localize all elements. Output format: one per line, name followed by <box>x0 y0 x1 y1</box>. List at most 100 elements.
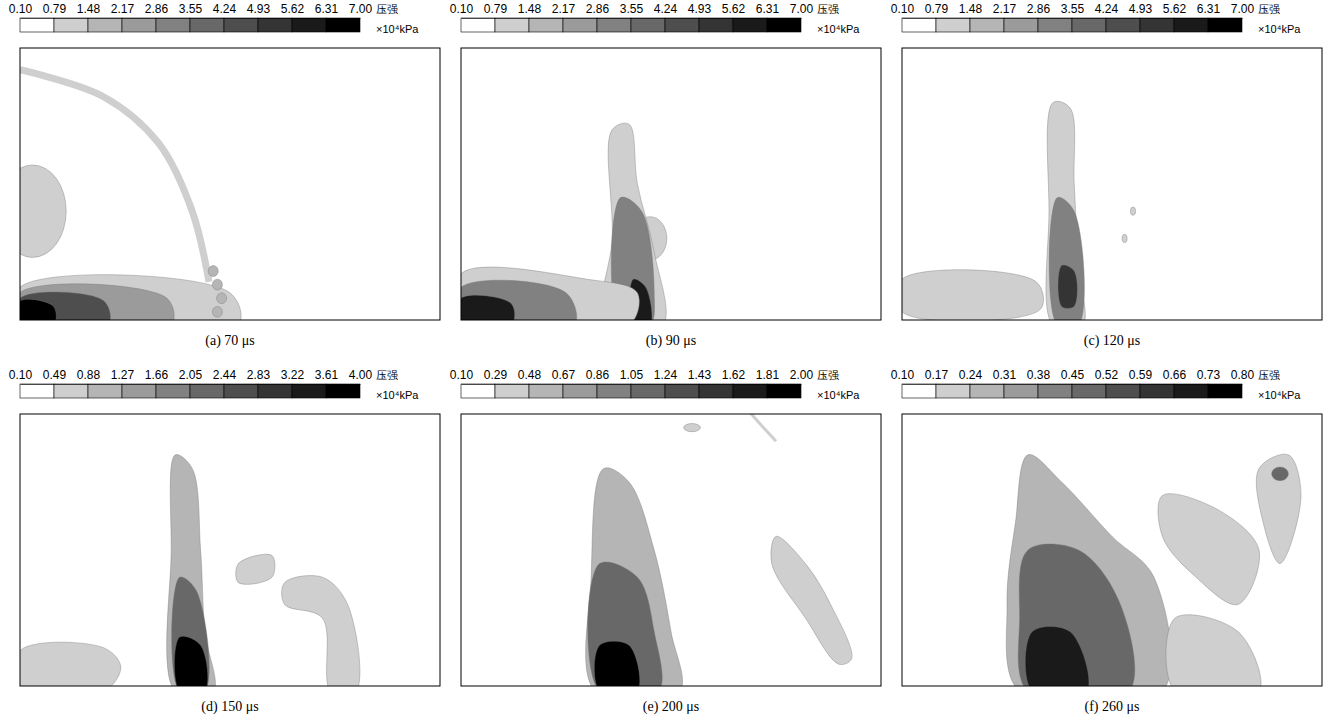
colorbar-tick-label: 1.81 <box>756 368 780 382</box>
contour-field <box>461 48 881 320</box>
colorbar <box>902 384 1242 398</box>
colorbar-cell <box>224 18 258 32</box>
colorbar-cell <box>665 18 699 32</box>
colorbar-tick: 4.24 <box>654 2 678 18</box>
colorbar-cell <box>1174 18 1208 32</box>
colorbar-tick-label: 0.79 <box>43 2 67 16</box>
panel-caption: (a) 70 μs <box>205 333 255 349</box>
colorbar-unit: ×10⁴kPa <box>817 389 860 401</box>
colorbar-tick-label: 0.31 <box>993 368 1017 382</box>
colorbar-tick: 7.00 <box>1231 2 1255 18</box>
colorbar-tick-label: 5.62 <box>1163 2 1187 16</box>
colorbar <box>20 18 360 32</box>
colorbar-cell <box>529 18 563 32</box>
colorbar-tick-label: 0.49 <box>43 368 67 382</box>
colorbar-tick: 4.24 <box>1095 2 1119 18</box>
colorbar-tick-label: 3.22 <box>281 368 305 382</box>
contour-field <box>461 414 881 686</box>
colorbar-title: 压强 <box>376 369 398 382</box>
colorbar-tick: 1.24 <box>654 368 678 384</box>
pressure-front <box>747 414 776 441</box>
colorbar-cell <box>733 384 767 398</box>
colorbar <box>461 18 801 32</box>
contour-field <box>20 414 440 686</box>
colorbar-tick: 0.49 <box>43 368 67 384</box>
colorbar-tick-label: 0.10 <box>450 368 474 382</box>
colorbar-tick-label: 0.59 <box>1129 368 1153 382</box>
colorbar-tick-label: 1.24 <box>654 368 678 382</box>
colorbar-tick-label: 4.93 <box>688 2 712 16</box>
colorbar-tick-label: 0.52 <box>1095 368 1119 382</box>
colorbar-tick-label: 0.66 <box>1163 368 1187 382</box>
colorbar-axis: 0.100.791.482.172.863.554.244.935.626.31… <box>891 2 1255 19</box>
colorbar-axis: 0.100.791.482.172.863.554.244.935.626.31… <box>450 2 814 19</box>
colorbar-tick: 2.44 <box>213 368 237 384</box>
colorbar-tick-label: 2.17 <box>111 2 135 16</box>
colorbar-tick: 0.10 <box>891 2 915 18</box>
figure: 0.10 0.79 1.48 2.17 2.86 3.55 4.24 4.93 5.62 6.31… <box>0 0 1328 720</box>
colorbar-tick-label: 1.62 <box>722 368 746 382</box>
colorbar-tick-label: 5.62 <box>281 2 305 16</box>
contour-region <box>461 267 639 320</box>
colorbar-tick: 0.38 <box>1027 368 1051 384</box>
contour-field <box>902 48 1322 320</box>
colorbar-tick: 0.79 <box>925 2 949 18</box>
colorbar-cell <box>936 18 970 32</box>
colorbar-tick-label: 7.00 <box>1231 2 1255 16</box>
colorbar-tick-label: 2.86 <box>586 2 610 16</box>
colorbar-cell <box>1140 18 1174 32</box>
colorbar-tick-label: 4.93 <box>1129 2 1153 16</box>
colorbar-tick: 4.93 <box>688 2 712 18</box>
colorbar-tick-label: 2.44 <box>213 368 237 382</box>
contour-region <box>212 306 222 317</box>
colorbar-tick-label: 4.24 <box>654 2 678 16</box>
colorbar-title: 压强 <box>1258 3 1280 16</box>
contour-region <box>1256 454 1301 563</box>
colorbar-tick: 2.17 <box>993 2 1017 18</box>
colorbar-tick-label: 0.10 <box>450 2 474 16</box>
colorbar-cell <box>563 384 597 398</box>
colorbar-tick: 1.48 <box>959 2 983 18</box>
panel: 0.100.490.881.271.662.052.442.833.223.61… <box>9 368 440 715</box>
colorbar-tick: 1.48 <box>518 2 542 18</box>
colorbar-tick: 6.31 <box>315 2 339 18</box>
colorbar-cell <box>1106 18 1140 32</box>
colorbar-tick: 0.79 <box>43 2 67 18</box>
colorbar-tick-label: 1.66 <box>145 368 169 382</box>
contour-region <box>20 284 174 320</box>
colorbar-tick: 0.10 <box>891 368 915 384</box>
colorbar-title: 压强 <box>1258 369 1280 382</box>
colorbar-tick: 4.00 <box>349 368 373 384</box>
colorbar-tick-label: 1.48 <box>77 2 101 16</box>
colorbar-tick: 5.62 <box>1163 2 1187 18</box>
colorbar-tick-label: 3.55 <box>1061 2 1085 16</box>
colorbar-tick: 0.31 <box>993 368 1017 384</box>
colorbar-unit: ×10⁴kPa <box>1258 389 1301 401</box>
colorbar-cell <box>733 18 767 32</box>
colorbar-tick-label: 2.17 <box>993 2 1017 16</box>
colorbar-cell <box>767 384 801 398</box>
contour-region <box>20 292 111 320</box>
colorbar-tick-label: 0.79 <box>484 2 508 16</box>
contour-region <box>212 279 222 290</box>
colorbar-axis-line <box>21 384 361 385</box>
contour-region <box>1166 615 1261 686</box>
panel: 0.100.170.240.310.380.450.520.590.660.73… <box>891 368 1322 715</box>
plot-frame <box>20 414 440 686</box>
pressure-front <box>20 70 209 282</box>
contour-field <box>20 48 440 320</box>
contour-region <box>902 270 1044 320</box>
plot-frame <box>902 48 1322 320</box>
colorbar-tick: 7.00 <box>349 2 373 18</box>
colorbar-cell <box>563 18 597 32</box>
colorbar-cell <box>156 384 190 398</box>
colorbar-tick: 0.48 <box>518 368 542 384</box>
colorbar-cell <box>461 18 495 32</box>
colorbar-tick: 6.31 <box>756 2 780 18</box>
contour-region <box>594 641 640 686</box>
colorbar-tick: 0.79 <box>484 2 508 18</box>
colorbar-tick: 0.10 <box>9 368 33 384</box>
colorbar-cell <box>1140 384 1174 398</box>
colorbar-tick-label: 6.31 <box>315 2 339 16</box>
colorbar-tick-label: 0.29 <box>484 368 508 382</box>
